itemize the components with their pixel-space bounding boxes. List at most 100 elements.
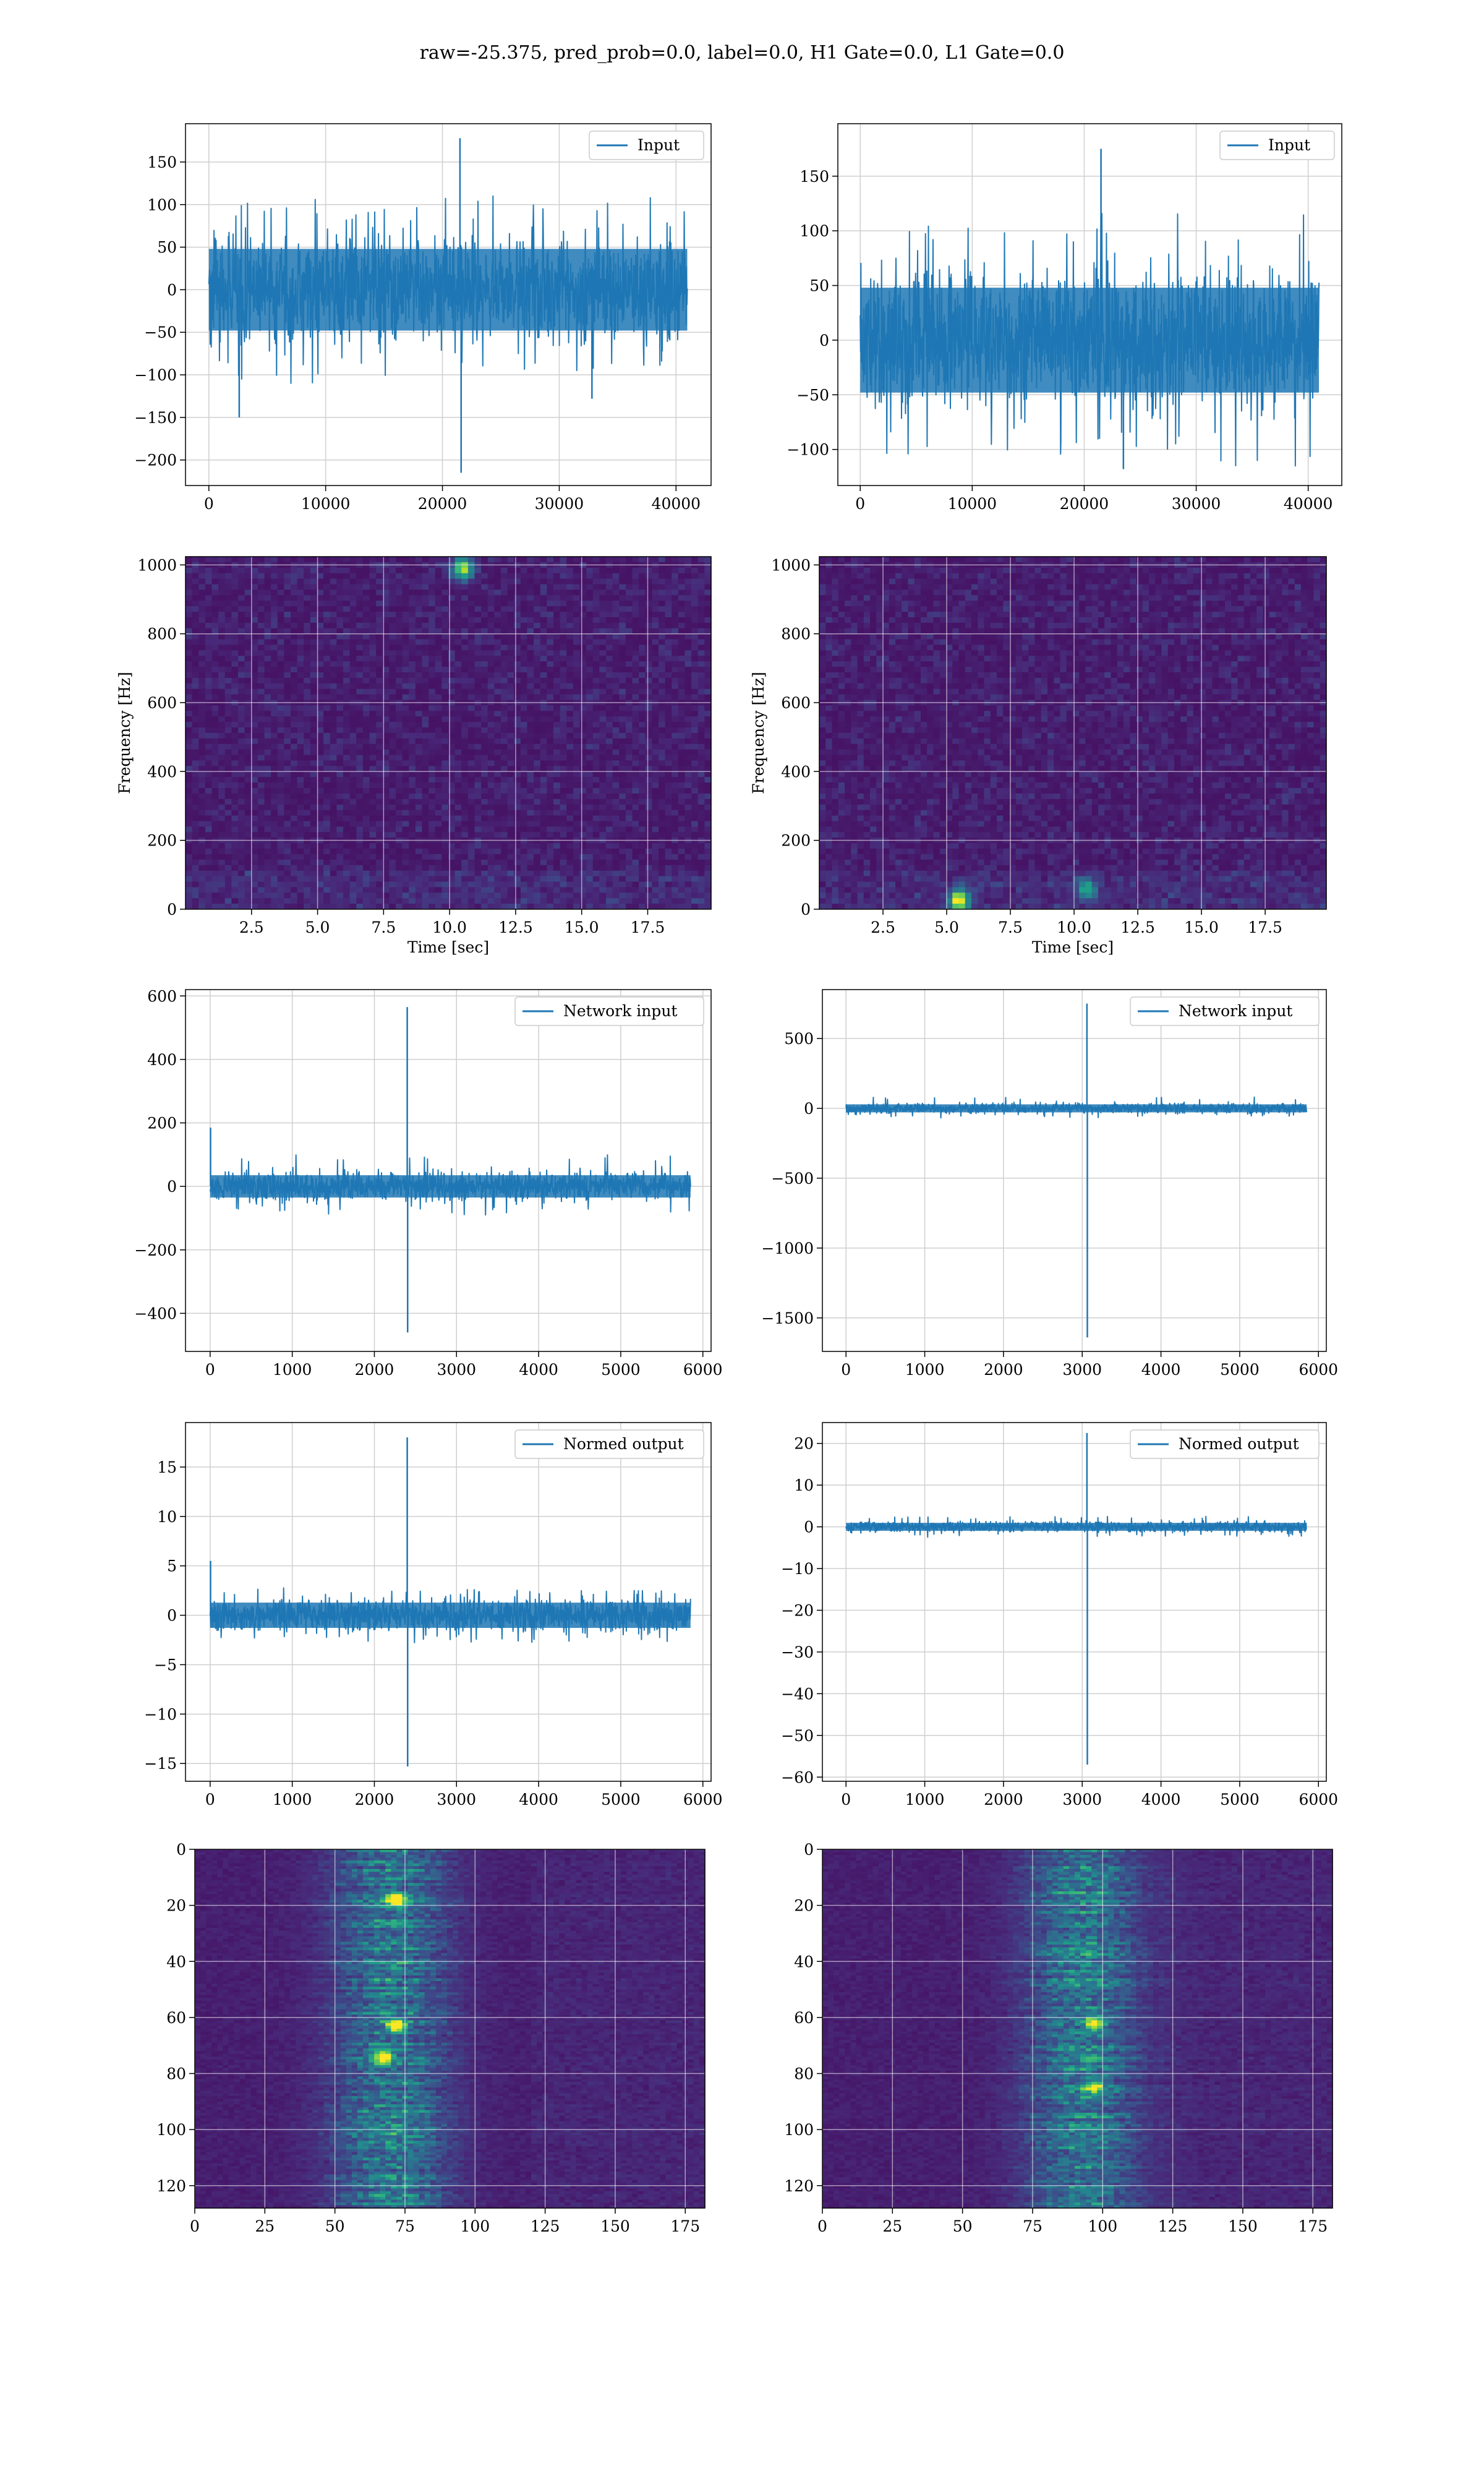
- heatmap-cell: [697, 777, 705, 783]
- heatmap-cell: [205, 633, 213, 640]
- heatmap-cell: [566, 711, 574, 717]
- heatmap-cell: [659, 755, 666, 761]
- heatmap-cell: [429, 595, 436, 601]
- heatmap-cell: [520, 656, 528, 662]
- heatmap-cell: [356, 601, 364, 607]
- heatmap-cell: [586, 578, 594, 585]
- heatmap-cell: [691, 854, 699, 860]
- heatmap-cell: [291, 793, 298, 800]
- heatmap-cell: [481, 733, 488, 739]
- heatmap-cell: [349, 633, 357, 640]
- heatmap-cell: [224, 832, 232, 838]
- heatmap-cell: [474, 622, 482, 629]
- heatmap-cell: [454, 617, 462, 623]
- heatmap-cell: [429, 793, 436, 800]
- heatmap-cell: [652, 589, 659, 596]
- heatmap-cell: [349, 661, 357, 667]
- heatmap-cell: [579, 705, 587, 711]
- heatmap-cell: [277, 876, 284, 883]
- heatmap-cell: [527, 815, 534, 822]
- heatmap-cell: [356, 628, 364, 635]
- heatmap-cell: [244, 733, 252, 739]
- heatmap-cell: [389, 760, 396, 767]
- heatmap-cell: [330, 832, 337, 838]
- heatmap-cell: [579, 849, 587, 855]
- heatmap-cell: [704, 798, 712, 805]
- heatmap-cell: [659, 804, 666, 811]
- heatmap-cell: [560, 743, 567, 750]
- heatmap-cell: [612, 716, 620, 722]
- heatmap-cell: [376, 694, 383, 701]
- heatmap-cell: [672, 557, 679, 563]
- heatmap-cell: [218, 892, 226, 899]
- heatmap-cell: [336, 782, 344, 789]
- heatmap-cell: [612, 639, 620, 646]
- heatmap-cell: [487, 821, 495, 828]
- heatmap-cell: [606, 870, 613, 877]
- heatmap-cell: [264, 705, 271, 711]
- heatmap-cell: [251, 881, 258, 888]
- heatmap-cell: [441, 865, 449, 871]
- heatmap-cell: [645, 782, 652, 789]
- heatmap-cell: [310, 694, 318, 701]
- heatmap-cell: [402, 782, 409, 789]
- heatmap-cell: [612, 578, 620, 585]
- heatmap-cell: [382, 617, 390, 623]
- heatmap-cell: [454, 650, 462, 656]
- heatmap-cell: [310, 887, 318, 893]
- heatmap-cell: [527, 865, 534, 871]
- heatmap-cell: [244, 661, 252, 667]
- heatmap-cell: [652, 639, 659, 646]
- heatmap-cell: [619, 633, 626, 640]
- heatmap-cell: [284, 804, 291, 811]
- heatmap-cell: [652, 760, 659, 767]
- heatmap-cell: [704, 887, 712, 893]
- heatmap-cell: [257, 622, 265, 629]
- heatmap-cell: [257, 777, 265, 783]
- heatmap-cell: [317, 628, 324, 635]
- heatmap-cell: [665, 733, 672, 739]
- heatmap-cell: [487, 617, 495, 623]
- heatmap-cell: [231, 755, 239, 761]
- heatmap-cell: [402, 771, 409, 777]
- heatmap-cell: [382, 628, 390, 635]
- heatmap-cell: [697, 628, 705, 635]
- heatmap-cell: [396, 798, 403, 805]
- x-tick-label: 30000: [1172, 495, 1221, 513]
- x-tick-label: 40000: [1284, 495, 1333, 513]
- heatmap-cell: [507, 876, 514, 883]
- heatmap-cell: [672, 628, 679, 635]
- heatmap-cell: [534, 667, 541, 673]
- heatmap-cell: [672, 887, 679, 893]
- heatmap-cell: [547, 644, 554, 651]
- heatmap-cell: [527, 573, 534, 580]
- heatmap-cell: [704, 589, 712, 596]
- heatmap-cell: [494, 644, 501, 651]
- heatmap-cell: [560, 876, 567, 883]
- heatmap-cell: [586, 683, 594, 690]
- heatmap-cell: [448, 567, 456, 574]
- heatmap-cell: [684, 815, 692, 822]
- heatmap-cell: [429, 683, 436, 690]
- heatmap-cell: [606, 612, 613, 618]
- heatmap-cell: [435, 865, 442, 871]
- heatmap-cell: [639, 573, 646, 580]
- heatmap-cell: [422, 804, 429, 811]
- heatmap-cell: [330, 760, 337, 767]
- heatmap-cell: [507, 854, 514, 860]
- heatmap-cell: [349, 573, 357, 580]
- heatmap-cell: [310, 639, 318, 646]
- heatmap-cell: [382, 601, 390, 607]
- heatmap-cell: [310, 573, 318, 580]
- heatmap-cell: [527, 804, 534, 811]
- heatmap-cell: [573, 876, 581, 883]
- heatmap-cell: [461, 859, 469, 866]
- heatmap-cell: [639, 683, 646, 690]
- heatmap-cell: [224, 705, 232, 711]
- heatmap-cell: [454, 738, 462, 745]
- heatmap-cell: [409, 688, 416, 695]
- heatmap-cell: [704, 595, 712, 601]
- heatmap-cell: [284, 733, 291, 739]
- heatmap-cell: [362, 628, 370, 635]
- heatmap-cell: [632, 606, 639, 612]
